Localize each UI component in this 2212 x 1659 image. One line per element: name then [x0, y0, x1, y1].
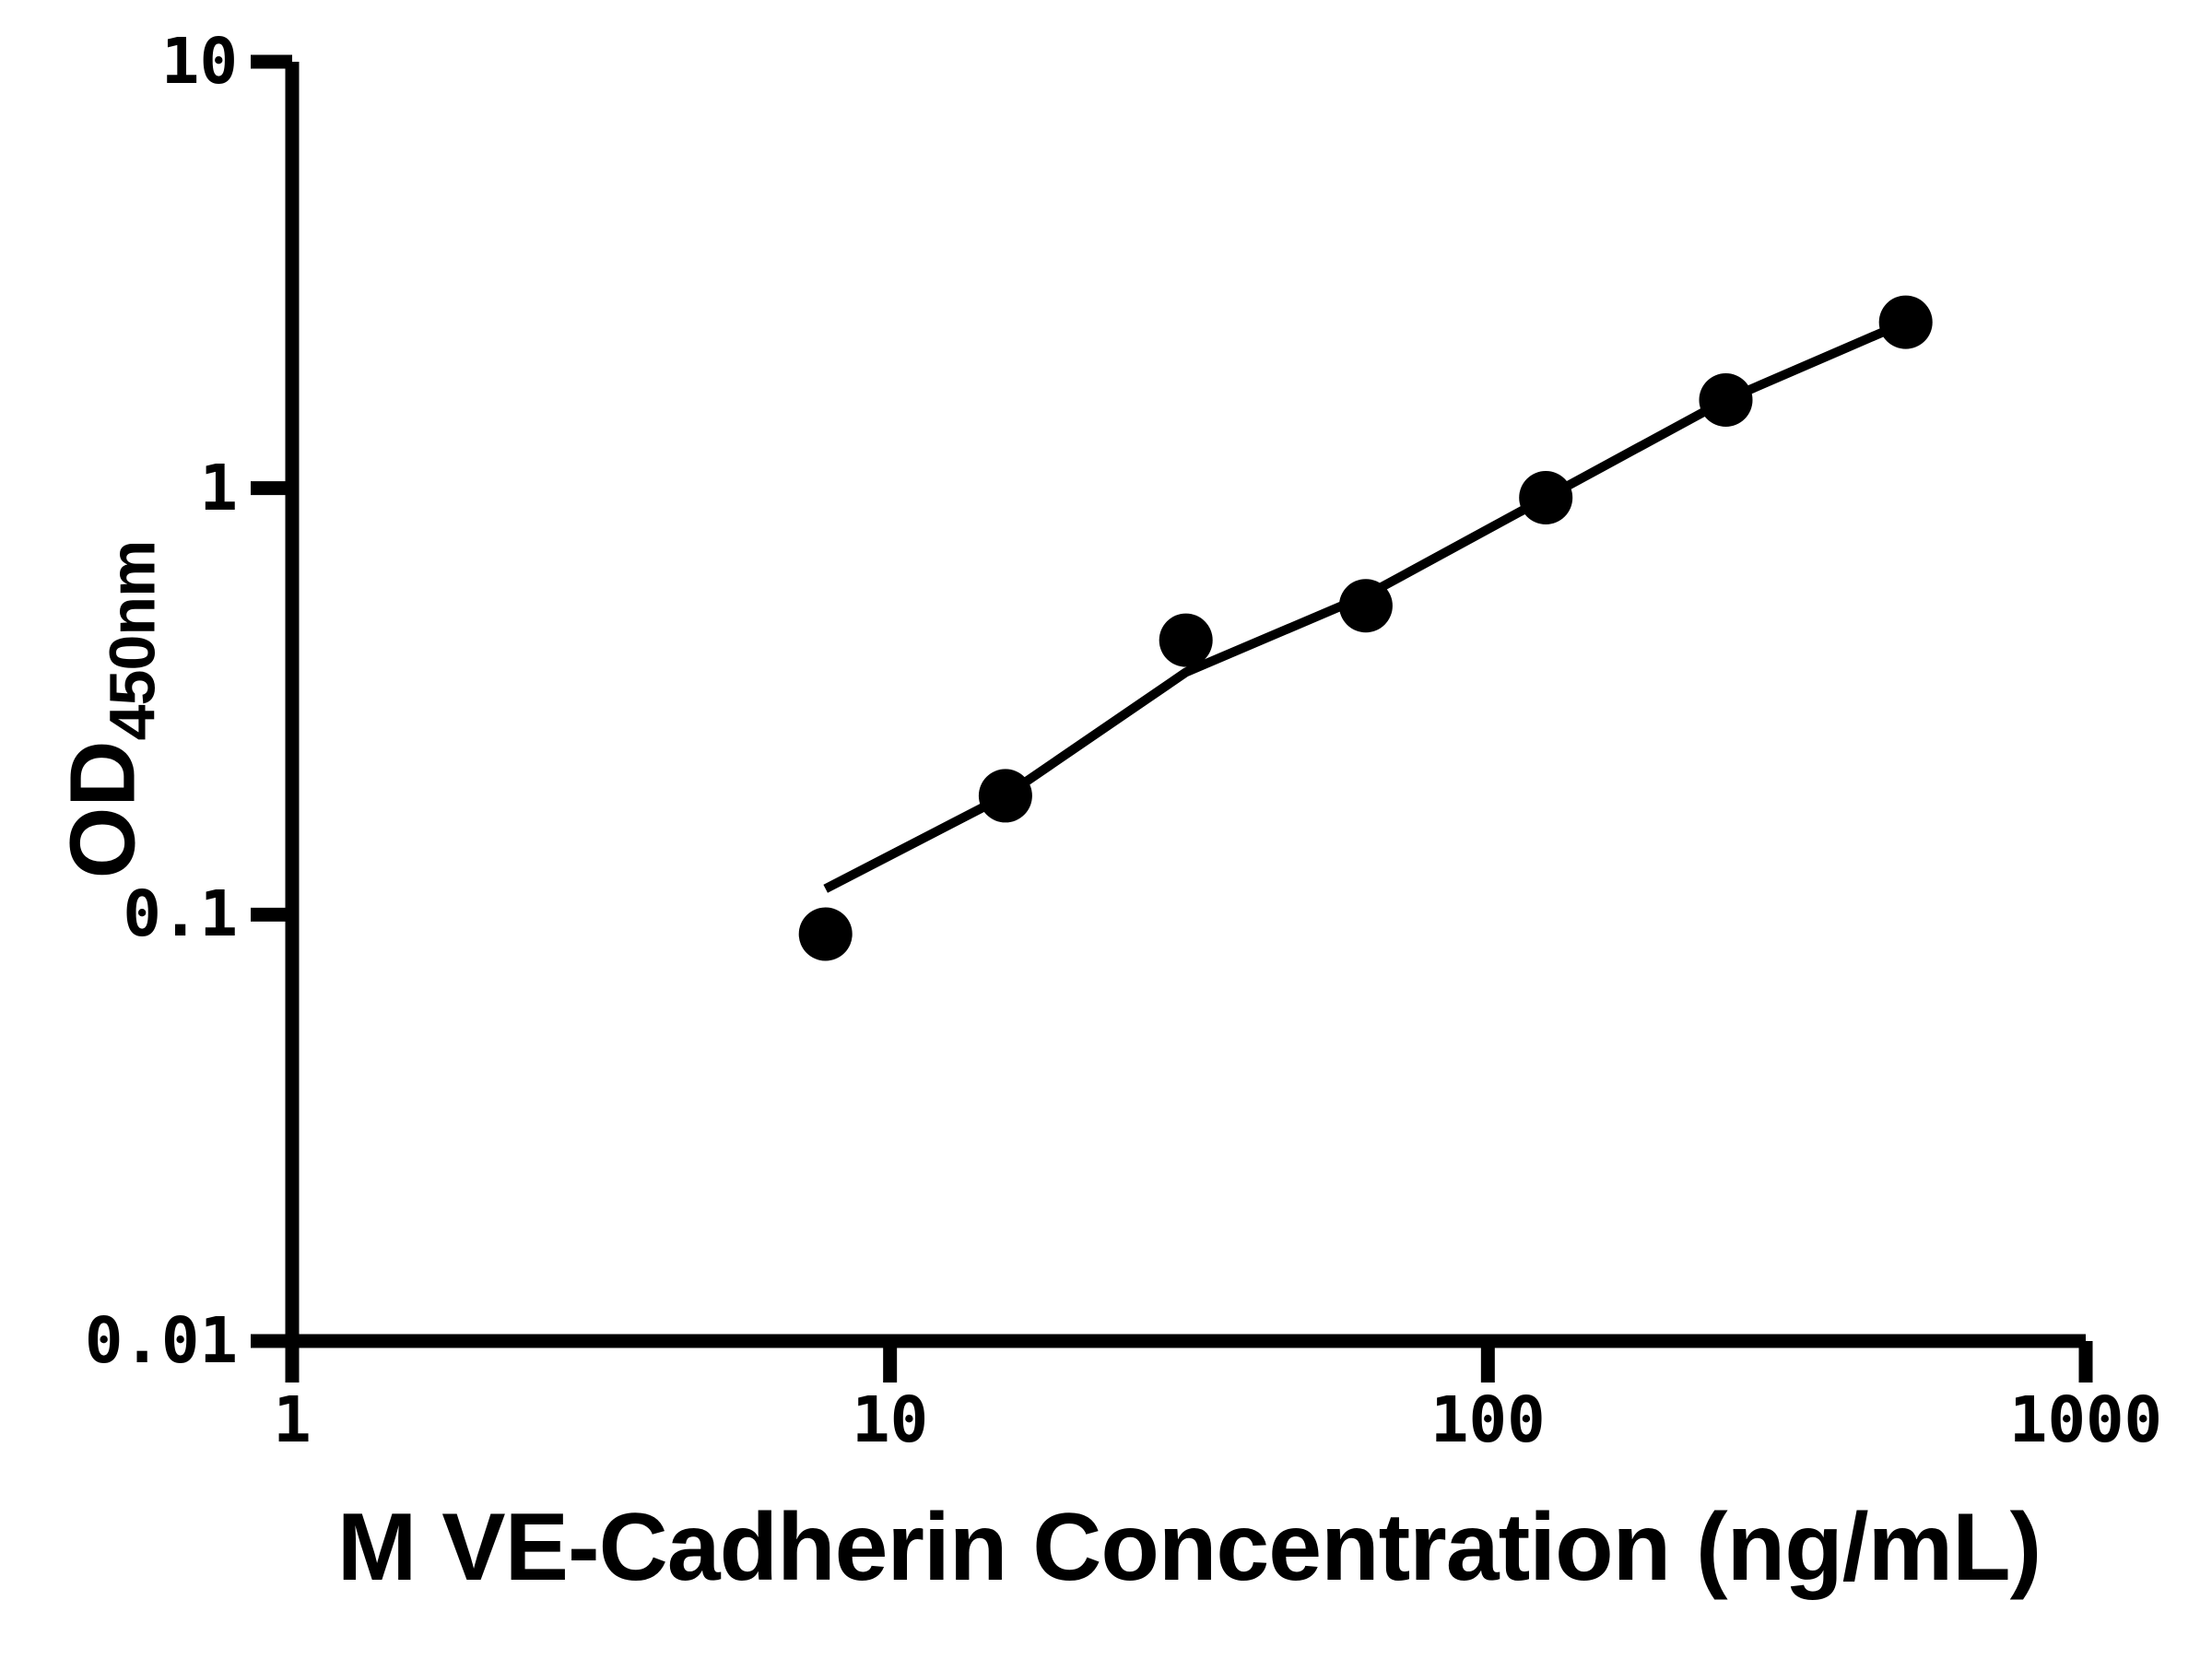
- x-tick-label: 1000: [2008, 1383, 2163, 1457]
- y-tick-label: 10: [160, 25, 238, 99]
- x-tick-label: 1: [273, 1383, 312, 1457]
- y-axis-title-subscript: 450nm: [96, 540, 169, 741]
- data-point: [798, 907, 853, 961]
- y-axis-title-main: OD: [51, 740, 155, 879]
- x-tick-label: 100: [1430, 1383, 1546, 1457]
- data-point: [1338, 579, 1393, 633]
- data-point: [1878, 295, 1933, 349]
- y-axis-title: OD450nm: [51, 541, 169, 879]
- x-axis-title: M VE-Cadherin Concentration (ng/mL): [336, 1494, 2042, 1601]
- y-tick-label: 1: [199, 451, 238, 525]
- y-tick-label: 0.1: [123, 877, 238, 952]
- y-tick-label: 0.01: [84, 1304, 238, 1378]
- data-point: [1519, 471, 1573, 524]
- data-point: [1699, 373, 1753, 427]
- data-point: [1159, 613, 1213, 667]
- x-tick-label: 10: [852, 1383, 929, 1457]
- data-point: [978, 769, 1032, 823]
